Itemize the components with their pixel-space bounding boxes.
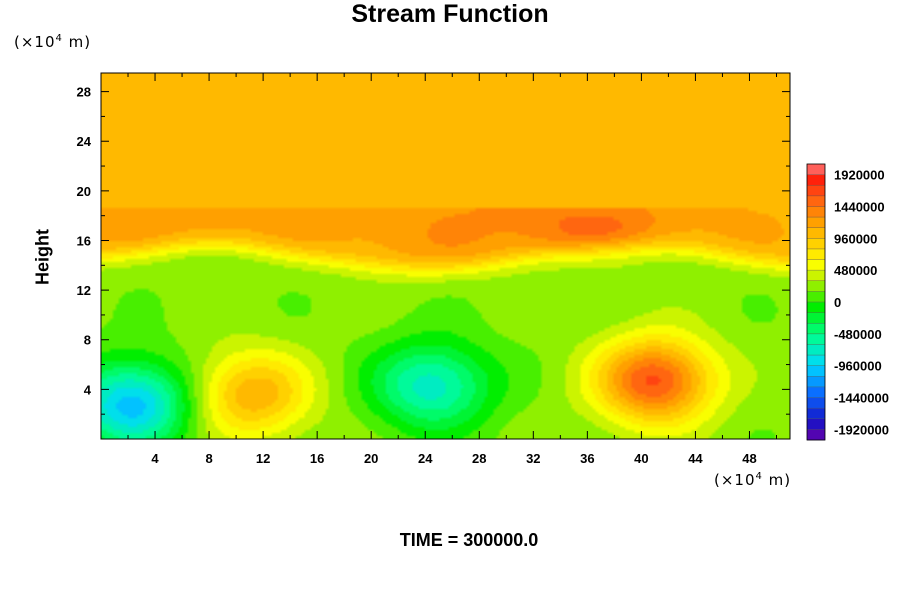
colorbar-label: 1920000 [834,168,885,183]
colorbar-segment [807,386,825,398]
colorbar-segment [807,185,825,197]
colorbar-segment [807,376,825,388]
colorbar-segment [807,217,825,228]
colorbar-segment [807,174,825,186]
colorbar-segment [807,312,825,324]
y-tick-label: 12 [77,283,91,298]
x-tick-label: 8 [205,451,212,466]
x-tick-label: 12 [256,451,270,466]
colorbar-segment [807,397,825,409]
time-annotation: TIME = 300000.0 [399,530,539,550]
x-tick-label: 44 [688,451,703,466]
x-tick-label: 36 [580,451,594,466]
y-tick-label: 16 [77,233,91,248]
colorbar-label: 480000 [834,263,877,278]
colorbar-segment [807,227,825,239]
y-tick-label: 4 [84,382,92,397]
colorbar-segment [807,365,825,377]
y-tick-label: 20 [77,184,91,199]
colorbar-label: 1440000 [834,199,885,214]
x-tick-label: 16 [310,451,324,466]
colorbar-segment [807,238,825,250]
colorbar-segment [807,333,825,345]
y-tick-label: 24 [77,134,92,149]
colorbar-segment [807,259,825,271]
colorbar-segment [807,206,825,218]
colorbar-frame [806,163,826,441]
colorbar-segment [807,302,825,313]
colorbar-segment [807,248,825,260]
x-tick-label: 40 [634,451,648,466]
colorbar-segment [807,270,825,282]
colorbar-segment [807,195,825,207]
colorbar-segment [807,418,825,430]
colorbar-segment [807,323,825,335]
colorbar-label: -480000 [834,327,882,342]
colorbar-segment [807,355,825,366]
colorbar-label: -960000 [834,359,882,374]
x-tick-label: 32 [526,451,540,466]
colorbar-segment [807,429,825,441]
colorbar-label: 960000 [834,231,877,246]
y-axis-unit: (×104 m) [14,33,92,51]
colorbar-segment [807,408,825,420]
y-tick-label: 28 [77,85,91,100]
x-tick-label: 24 [418,451,433,466]
colorbar-label: 0 [834,295,841,310]
y-tick-label: 8 [84,333,91,348]
colorbar-label: -1920000 [834,422,889,437]
x-tick-label: 48 [742,451,756,466]
chart-title: Stream Function [351,0,549,28]
plot-frame [100,72,791,440]
x-axis-unit: (×104 m) [714,471,792,489]
colorbar-segment [807,280,825,292]
x-tick-label: 20 [364,451,378,466]
contour-field [101,73,790,439]
colorbar-segment [807,344,825,356]
x-tick-label: 4 [151,451,159,466]
x-tick-label: 28 [472,451,486,466]
colorbar-segment [807,164,825,175]
colorbar-segment [807,291,825,303]
colorbar-label: -1440000 [834,391,889,406]
